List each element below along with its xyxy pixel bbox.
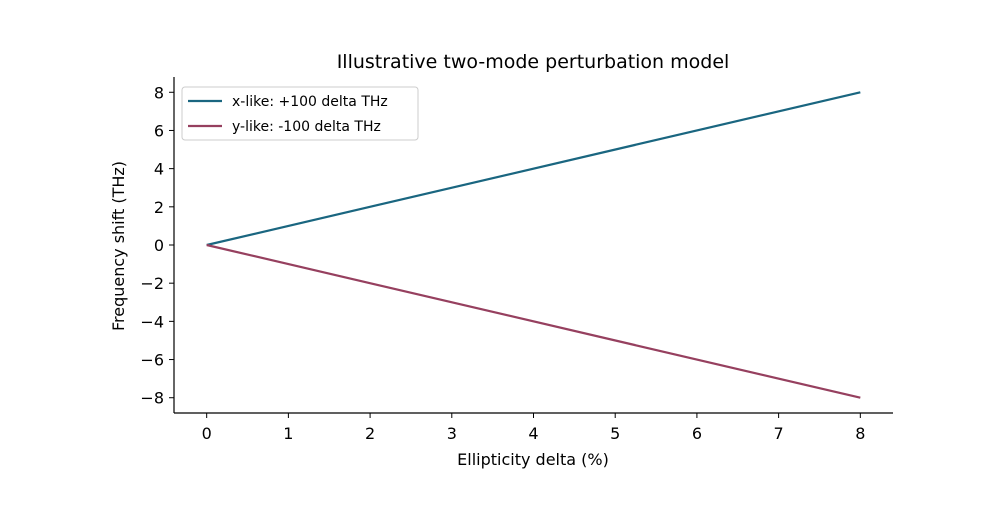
- x-axis-label: Ellipticity delta (%): [457, 450, 609, 469]
- y-axis-label: Frequency shift (THz): [109, 161, 128, 331]
- series-line-x-like: [206, 91, 861, 247]
- y-tick-label: 6: [154, 121, 164, 140]
- x-tick-label: 8: [855, 424, 865, 443]
- plot-lines: [206, 91, 861, 399]
- series-line-y-like: [206, 243, 861, 399]
- x-tick-label: 2: [365, 424, 375, 443]
- y-tick-label: −2: [140, 274, 164, 293]
- y-tick-label: 8: [154, 83, 164, 102]
- x-tick-label: 6: [692, 424, 702, 443]
- y-tick-label: −6: [140, 351, 164, 370]
- legend-label-y-like: y-like: -100 delta THz: [232, 119, 381, 135]
- y-tick-label: −8: [140, 389, 164, 408]
- legend-label-x-like: x-like: +100 delta THz: [232, 94, 388, 110]
- x-tick-label: 5: [610, 424, 620, 443]
- legend-box: [181, 86, 419, 141]
- x-axis-ticks: 0 1 2 3 4 5 6 7 8: [202, 413, 865, 443]
- x-tick-label: 4: [528, 424, 538, 443]
- x-tick-label: 7: [774, 424, 784, 443]
- y-tick-label: 4: [154, 160, 164, 179]
- y-tick-label: −4: [140, 312, 164, 331]
- y-axis-ticks: 8 6 4 2 0 −2 −4 −6 −8: [140, 83, 174, 408]
- legend: x-like: +100 delta THz y-like: -100 delt…: [181, 86, 419, 141]
- x-tick-label: 1: [283, 424, 293, 443]
- x-tick-label: 0: [202, 424, 212, 443]
- y-tick-label: 2: [154, 198, 164, 217]
- y-tick-label: 0: [154, 236, 164, 255]
- chart-title: Illustrative two-mode perturbation model: [337, 51, 730, 73]
- x-tick-label: 3: [447, 424, 457, 443]
